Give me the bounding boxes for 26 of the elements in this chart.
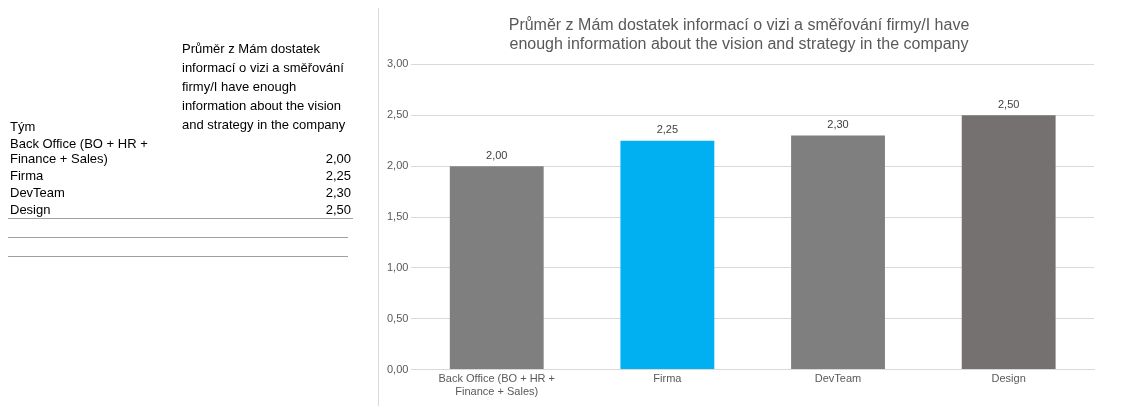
text: Tým: [9, 118, 37, 135]
chart-title: Průměr z Mám dostatek informací o vizi a směřování firmy/I have enough information about the vision and strategy in the company: [182, 41, 346, 132]
x-tick-label: Back Office (BO + HR + Finance + Sales): [438, 372, 556, 398]
data-label: 2,25: [656, 123, 679, 136]
data-label: 2,30: [827, 118, 849, 131]
x-tick-label: DevTeam: [814, 372, 862, 385]
text: 2,30: [325, 185, 351, 200]
x-tick-label: Design: [991, 372, 1026, 385]
chart-title: Průměr z Mám dostatek informací o vizi a směřování firmy/I have enough information about the vision and strategy in the company: [508, 16, 970, 53]
y-tick-label: 2,50: [386, 108, 409, 121]
x-tick-label: Firma: [653, 372, 683, 385]
text: 2,00: [325, 151, 351, 166]
y-tick-label: 1,50: [386, 210, 409, 223]
category-label: Firma: [10, 168, 44, 183]
text: 2,50: [325, 202, 351, 217]
text: 2,25: [325, 168, 351, 183]
data-label: 2,50: [997, 97, 1020, 110]
y-tick-label: 1,00: [386, 260, 409, 273]
category-label: Back Office (BO + HR + Finance + Sales): [10, 136, 148, 166]
y-tick-label: 0,50: [386, 311, 409, 324]
y-tick-label: 2,00: [386, 159, 409, 172]
y-tick-label: 3,00: [386, 57, 409, 70]
category-label: DevTeam: [10, 185, 65, 200]
category-label: Design: [10, 202, 51, 217]
data-label: 2,00: [486, 148, 508, 161]
y-tick-label: 0,00: [386, 362, 409, 375]
